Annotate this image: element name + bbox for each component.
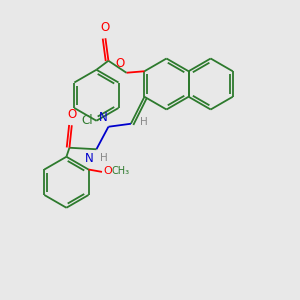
Text: Cl: Cl <box>81 114 93 127</box>
Text: O: O <box>67 108 76 121</box>
Text: O: O <box>103 166 112 176</box>
Text: N: N <box>98 111 107 124</box>
Text: N: N <box>85 152 93 165</box>
Text: H: H <box>100 153 108 163</box>
Text: CH₃: CH₃ <box>111 166 129 176</box>
Text: O: O <box>116 57 124 70</box>
Text: O: O <box>101 21 110 34</box>
Text: H: H <box>140 117 148 127</box>
